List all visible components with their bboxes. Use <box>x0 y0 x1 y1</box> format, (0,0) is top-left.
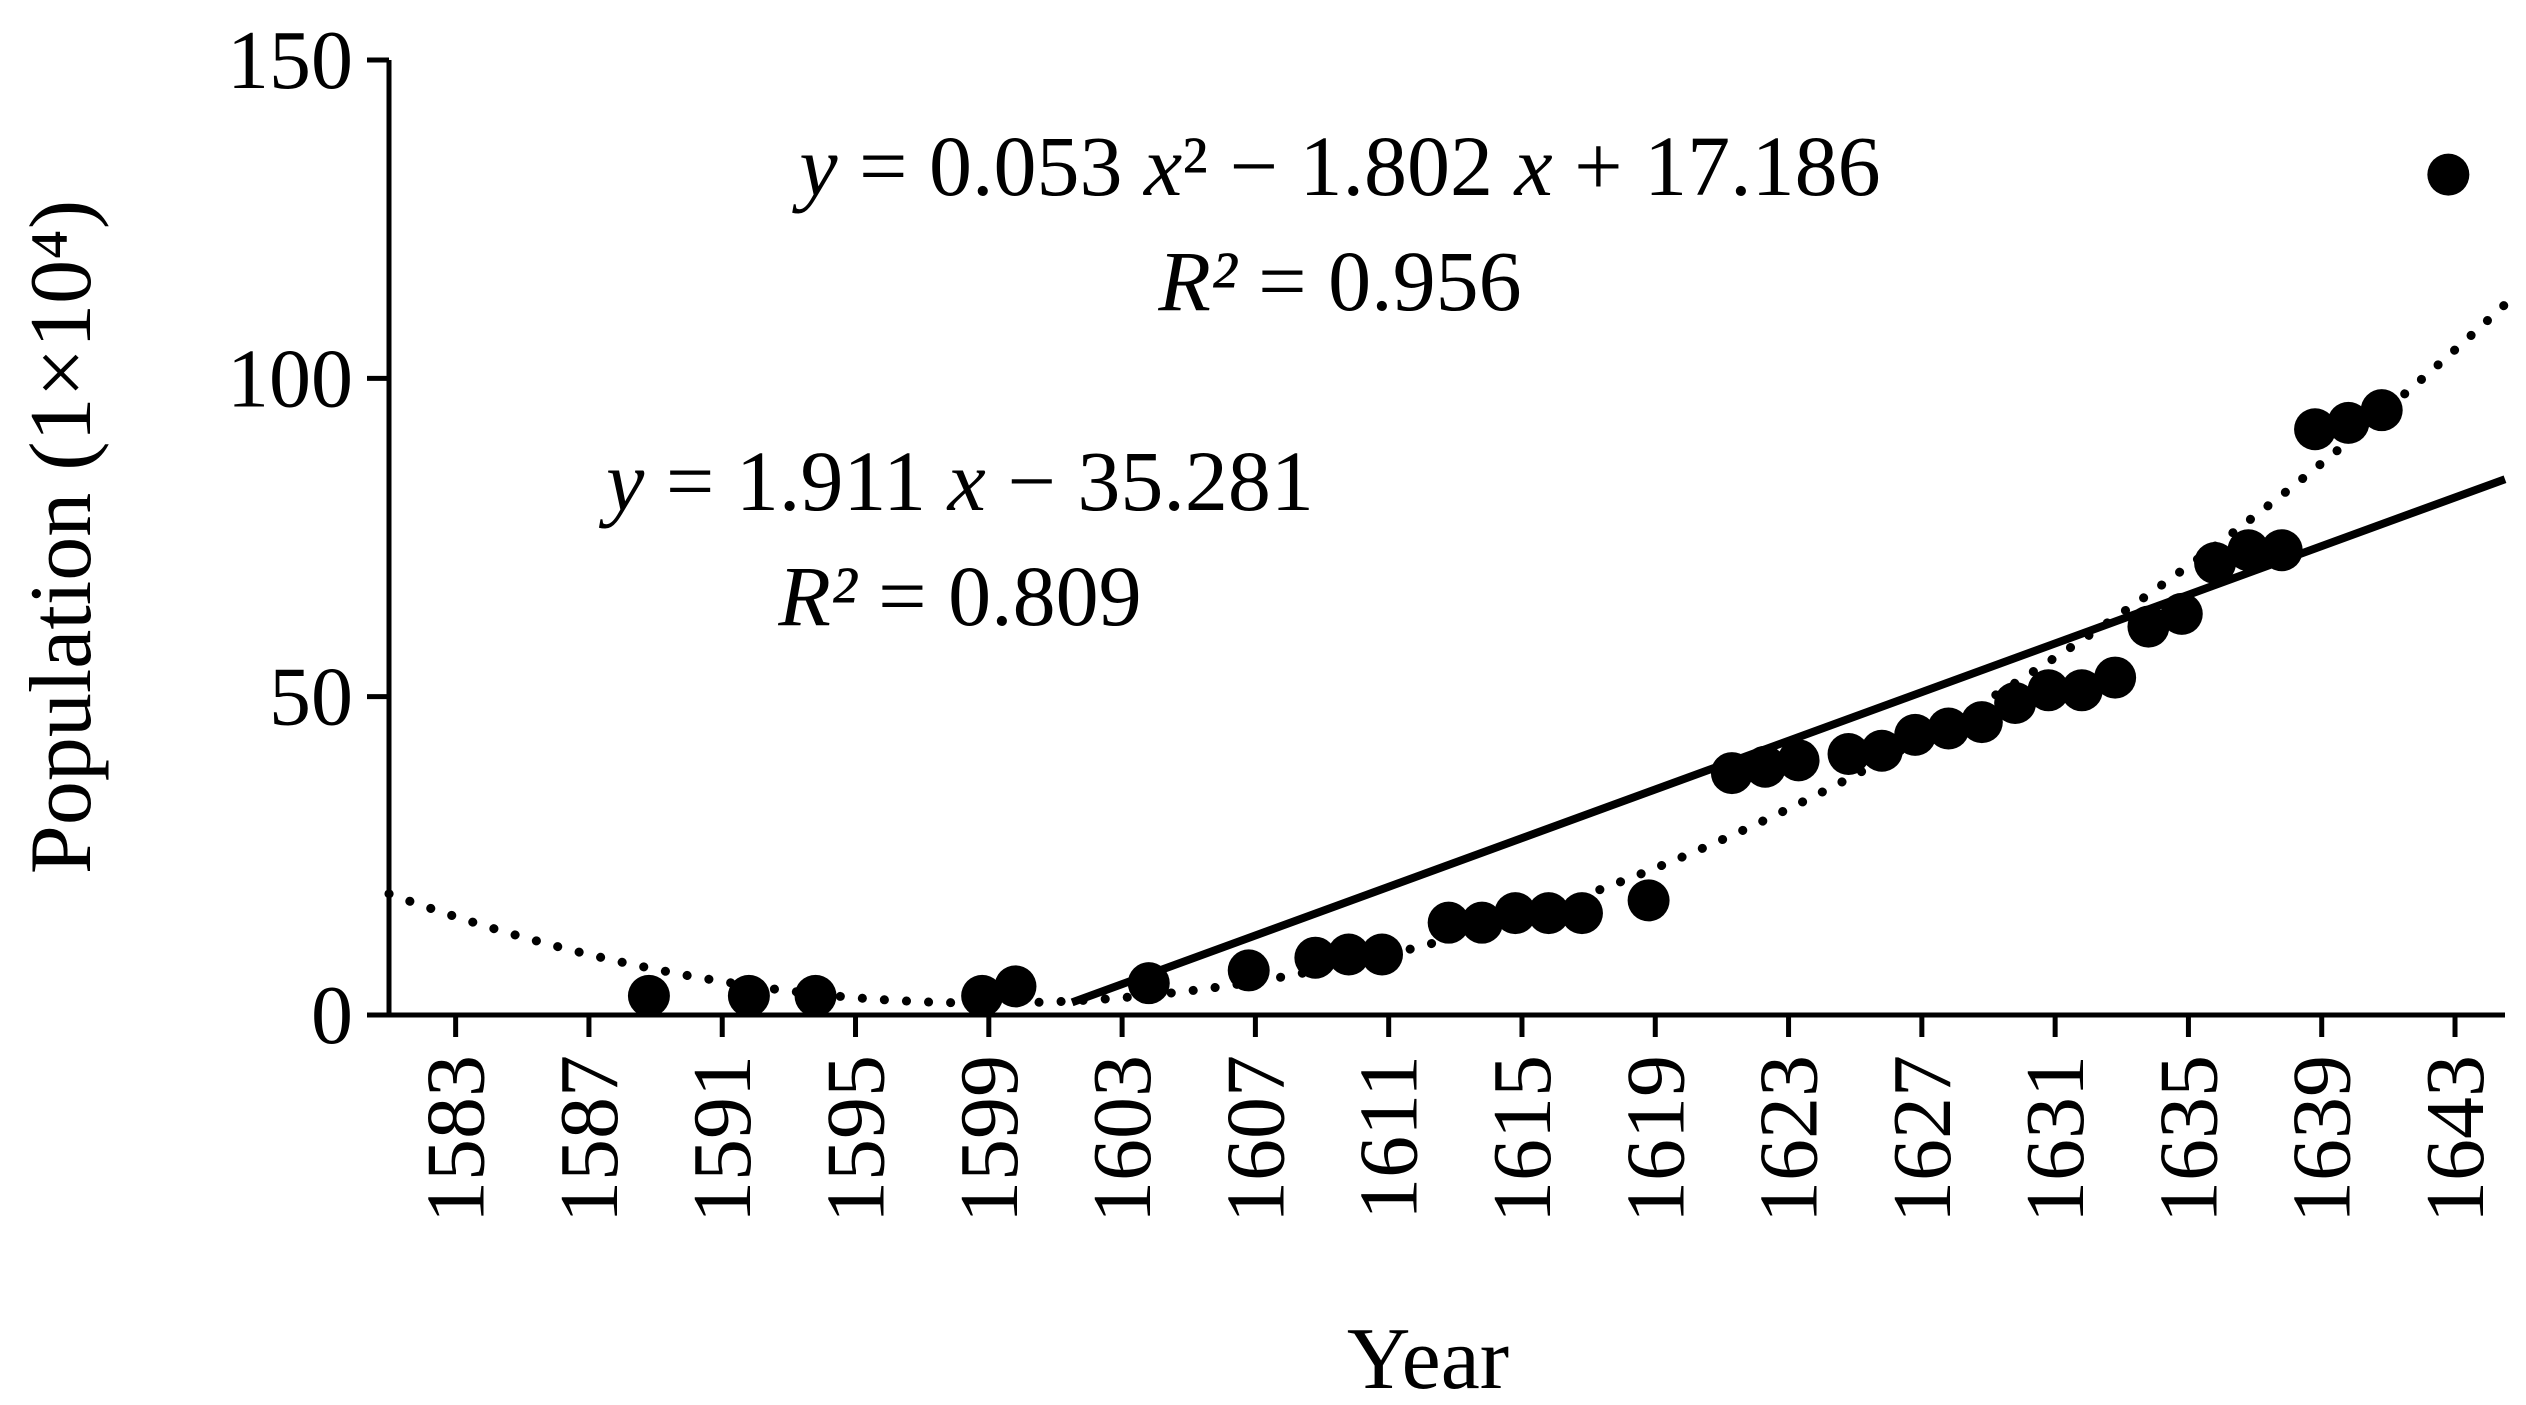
data-point <box>2260 529 2303 572</box>
y-tick-label: 100 <box>227 332 353 425</box>
y-tick-label: 50 <box>269 651 353 744</box>
data-point <box>961 974 1004 1017</box>
x-tick-label: 1599 <box>943 1055 1036 1223</box>
x-tick-label: 1603 <box>1076 1055 1169 1223</box>
x-tick-label: 1627 <box>1876 1055 1969 1223</box>
data-point <box>1827 732 1870 775</box>
data-point <box>2327 401 2370 444</box>
data-point <box>1327 933 1370 976</box>
data-point <box>1560 892 1603 935</box>
data-point <box>1777 739 1820 782</box>
data-point <box>2127 605 2170 648</box>
data-point <box>2160 592 2203 635</box>
data-point <box>1227 949 1270 992</box>
data-points <box>627 153 2470 1017</box>
x-tick-label: 1639 <box>2276 1055 2369 1223</box>
x-tick-label: 1615 <box>1476 1055 1569 1223</box>
data-point <box>2360 389 2403 432</box>
data-point <box>794 974 837 1017</box>
data-point <box>2094 656 2137 699</box>
x-tick-label: 1591 <box>676 1055 769 1223</box>
x-ticks: 1583 1587 1591 1595 1599 1603 1607 1611 1615 1619… <box>410 1015 2502 1223</box>
data-point <box>2294 408 2337 451</box>
x-tick-label: 1619 <box>1609 1055 1702 1223</box>
y-tick-label: 150 <box>227 14 353 107</box>
linear-r2: R² = 0.809 <box>777 548 1141 644</box>
x-tick-label: 1611 <box>1343 1055 1436 1220</box>
data-point <box>1460 901 1503 944</box>
data-point <box>1710 752 1753 795</box>
data-point <box>1127 962 1170 1005</box>
data-point <box>1744 745 1787 788</box>
data-point <box>1527 892 1570 935</box>
x-tick-label: 1623 <box>1743 1055 1836 1223</box>
trendlines <box>384 300 2510 1008</box>
x-tick-label: 1595 <box>810 1055 903 1223</box>
x-axis-title: Year <box>1347 1311 1509 1405</box>
y-axis-title: Population (1×10⁴) <box>13 200 110 874</box>
y-tick-label: 0 <box>311 969 353 1062</box>
data-point <box>1894 713 1937 756</box>
data-point <box>2027 669 2070 712</box>
y-ticks: 0 50 100 150 <box>227 14 389 1062</box>
data-point <box>727 974 770 1017</box>
poly-equation: y = 0.053 x² − 1.802 x + 17.186 <box>791 118 1880 214</box>
x-tick-label: 1587 <box>543 1055 636 1223</box>
x-tick-label: 1635 <box>2142 1055 2235 1223</box>
data-point <box>1994 682 2037 725</box>
data-point <box>2194 541 2237 584</box>
data-point <box>1361 933 1404 976</box>
x-tick-label: 1583 <box>410 1055 503 1223</box>
x-tick-label: 1607 <box>1209 1055 1302 1223</box>
x-tick-label: 1643 <box>2409 1055 2502 1223</box>
data-point <box>994 965 1037 1008</box>
data-point <box>1960 701 2003 744</box>
data-point <box>1427 901 1470 944</box>
poly-r2: R² = 0.956 <box>1157 233 1521 329</box>
linear-equation: y = 1.911 x − 35.281 <box>598 433 1314 529</box>
data-point <box>2427 153 2470 196</box>
data-point <box>2227 529 2270 572</box>
data-point <box>1494 892 1537 935</box>
data-point <box>1294 936 1337 979</box>
data-point <box>1927 707 1970 750</box>
data-point <box>1627 879 1670 922</box>
data-point <box>1860 729 1903 772</box>
data-point <box>2060 669 2103 712</box>
data-point <box>627 974 670 1017</box>
polynomial-trendline <box>384 300 2510 1008</box>
linear-trendline <box>1070 475 2507 1007</box>
x-tick-label: 1631 <box>2009 1055 2102 1223</box>
